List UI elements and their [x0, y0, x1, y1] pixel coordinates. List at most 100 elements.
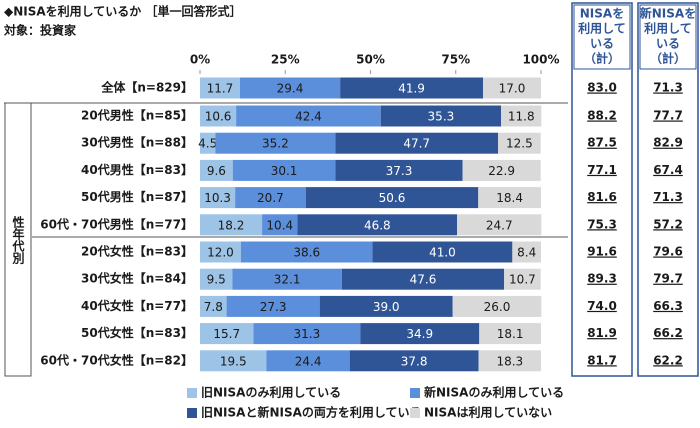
value-label: 20.7 — [257, 191, 284, 205]
side-column-value: 82.9 — [653, 136, 683, 150]
side-column-value: 57.2 — [653, 217, 683, 231]
legend-label: 旧NISAと新NISAの両方を利用している — [201, 405, 422, 420]
side-column-value: 79.7 — [653, 272, 683, 286]
value-label: 4.5 — [198, 137, 217, 151]
side-column-header-box — [573, 4, 631, 70]
value-label: 39.0 — [373, 300, 400, 314]
bar-segment — [236, 105, 381, 127]
category-label: 50代男性【n=87】 — [81, 189, 193, 204]
side-column-header: （計） — [650, 51, 686, 66]
legend-swatch — [187, 408, 197, 418]
value-label: 24.4 — [295, 354, 322, 368]
value-label: 24.7 — [486, 218, 513, 232]
side-column-value: 66.2 — [653, 326, 683, 340]
value-label: 27.3 — [260, 300, 287, 314]
value-label: 31.3 — [294, 327, 321, 341]
category-label: 20代女性【n=83】 — [81, 244, 193, 259]
side-column-value: 89.3 — [587, 272, 617, 286]
side-column-value: 62.2 — [653, 353, 683, 367]
category-label: 30代女性【n=84】 — [81, 271, 193, 286]
value-label: 9.5 — [207, 273, 226, 287]
value-label: 37.3 — [386, 164, 413, 178]
bar-segment — [462, 159, 541, 181]
bar-segment — [215, 132, 336, 154]
side-column-value: 81.6 — [587, 190, 617, 204]
bar-segment — [341, 268, 505, 290]
value-label: 41.9 — [398, 82, 425, 96]
value-label: 37.8 — [401, 354, 428, 368]
side-column-header-box — [639, 4, 697, 70]
side-column-value: 79.6 — [653, 245, 683, 259]
bar-segment — [200, 214, 263, 236]
side-column-box — [571, 2, 633, 377]
side-column-value: 77.7 — [653, 109, 683, 123]
side-column-value: 71.3 — [653, 81, 683, 95]
bar-segment — [305, 187, 479, 209]
value-label: 17.0 — [499, 82, 526, 96]
value-label: 22.9 — [488, 164, 515, 178]
value-label: 35.2 — [262, 137, 289, 151]
category-label: 60代・70代女性【n=82】 — [40, 352, 193, 367]
bar-segment — [297, 214, 458, 236]
value-label: 38.6 — [293, 246, 320, 260]
x-tick-label: 25% — [271, 53, 300, 67]
value-label: 12.0 — [207, 246, 234, 260]
value-label: 9.6 — [207, 164, 226, 178]
value-label: 18.2 — [218, 218, 245, 232]
value-label: 47.7 — [403, 137, 430, 151]
group-box — [4, 102, 32, 377]
side-column-header: NISAを — [580, 7, 624, 21]
side-column-value: 81.7 — [587, 353, 617, 367]
bar-segment — [226, 295, 320, 317]
side-column-value: 87.5 — [587, 136, 617, 150]
side-column-value: 77.1 — [587, 163, 617, 177]
value-label: 8.4 — [517, 246, 536, 260]
bar-segment — [457, 214, 542, 236]
category-label: 20代男性【n=85】 — [81, 108, 193, 123]
bar-segment — [349, 350, 479, 372]
value-label: 41.0 — [429, 246, 456, 260]
side-column-value: 66.3 — [653, 299, 683, 313]
bar-segment — [200, 187, 236, 209]
bar-segment — [200, 132, 216, 154]
value-label: 50.6 — [379, 191, 406, 205]
value-label: 46.8 — [364, 218, 391, 232]
bar-segment — [319, 295, 453, 317]
value-label: 11.8 — [508, 110, 535, 124]
value-label: 35.3 — [428, 110, 455, 124]
value-label: 47.6 — [410, 273, 437, 287]
bar-segment — [380, 105, 502, 127]
bar-segment — [498, 132, 541, 154]
value-label: 12.5 — [506, 137, 533, 151]
legend-label: 新NISAのみ利用している — [424, 385, 564, 400]
value-label: 10.3 — [204, 191, 231, 205]
bar-segment — [360, 323, 480, 345]
bar-segment — [240, 241, 373, 263]
bar-segment — [200, 77, 240, 99]
bar-segment — [200, 323, 254, 345]
value-label: 7.8 — [204, 300, 223, 314]
legend-swatch — [187, 388, 197, 398]
bar-segment — [200, 105, 237, 127]
side-column-header: いる — [656, 37, 680, 51]
bar-segment — [239, 77, 341, 99]
side-column-value: 88.2 — [587, 109, 617, 123]
value-label: 34.9 — [406, 327, 433, 341]
bar-segment — [335, 132, 499, 154]
value-label: 26.0 — [484, 300, 511, 314]
bar-segment — [478, 350, 541, 372]
value-label: 10.7 — [509, 273, 536, 287]
side-column-value: 81.9 — [587, 326, 617, 340]
side-column-value: 67.4 — [653, 163, 683, 177]
bar-segment — [504, 268, 541, 290]
value-label: 18.4 — [496, 191, 523, 205]
side-column-value: 74.0 — [587, 299, 617, 313]
value-label: 10.6 — [205, 110, 232, 124]
legend-label: 旧NISAのみ利用している — [201, 385, 341, 400]
bar-segment — [262, 214, 298, 236]
x-tick-label: 100% — [522, 53, 559, 67]
value-label: 32.1 — [274, 273, 301, 287]
bar-segment — [200, 268, 233, 290]
bar-segment — [253, 323, 361, 345]
